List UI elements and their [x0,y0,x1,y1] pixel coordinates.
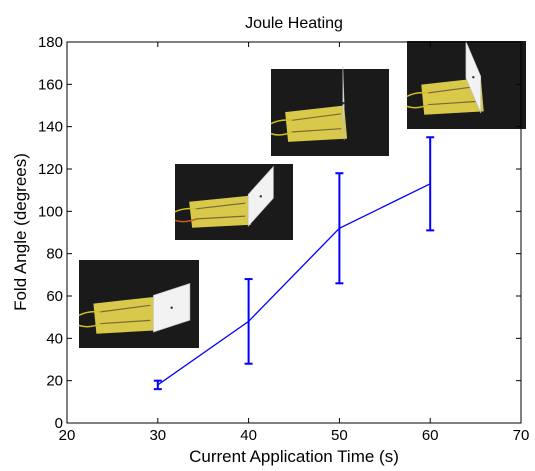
x-tick-label: 50 [331,427,348,444]
inset-panel-dot [342,102,344,104]
y-axis-title: Fold Angle (degrees) [11,153,30,311]
error-bar [426,137,434,230]
x-axis-title: Current Application Time (s) [189,447,399,466]
y-tick-label: 160 [38,76,63,93]
error-bar [335,173,343,283]
y-tick-label: 20 [46,373,63,390]
y-tick-label: 60 [46,288,63,305]
y-tick-label: 40 [46,330,63,347]
y-tick-label: 140 [38,119,63,136]
inset-photo [175,164,293,240]
y-tick-label: 80 [46,246,63,263]
error-bar [154,381,162,389]
x-tick-label: 30 [149,427,166,444]
inset-panel-dot [170,307,172,309]
inset-photo [79,260,199,348]
x-tick-label: 60 [422,427,439,444]
y-tick-label: 100 [38,203,63,220]
inset-panel-dot [260,195,262,197]
y-tick-label: 180 [38,34,63,51]
x-tick-label: 70 [513,427,530,444]
y-tick-label: 120 [38,161,63,178]
x-tick-label: 40 [240,427,257,444]
inset-panel-dot [472,76,474,78]
inset-photo [407,41,526,129]
chart-title: Joule Heating [245,15,343,32]
inset-photos [79,41,526,348]
error-bar [245,279,253,364]
inset-photo [271,66,389,156]
y-tick-label: 0 [55,415,63,432]
